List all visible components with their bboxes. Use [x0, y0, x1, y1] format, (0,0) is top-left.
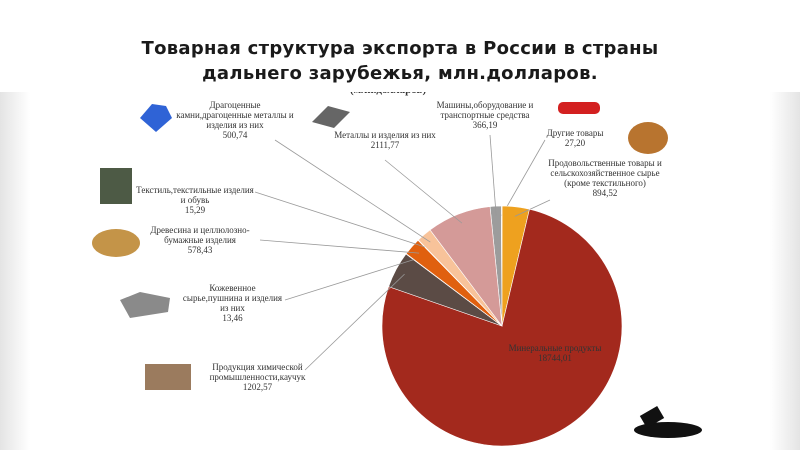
textile-icon [100, 168, 132, 204]
leader-line [489, 134, 497, 216]
leather-icon [120, 292, 170, 318]
slice-label: Машины,оборудование и транспортные средс… [436, 100, 534, 120]
chart-title: Товарная структура экспорта в России в с… [141, 38, 659, 84]
pie-slice [429, 206, 503, 328]
value-label: 27,20 [564, 138, 586, 148]
slice-label: Минеральные продукты [508, 343, 602, 353]
value-label: 15,29 [184, 205, 206, 215]
gem-icon [140, 104, 172, 132]
oil-barrel-icon [639, 405, 665, 429]
value-label: 18744,01 [538, 353, 572, 363]
oil-icon [634, 422, 702, 438]
value-label: 1202,57 [242, 382, 273, 392]
burger-icon [628, 122, 668, 154]
leader-line [284, 259, 414, 301]
value-label: 2111,77 [370, 140, 400, 150]
wood-icon [92, 229, 140, 257]
icons [92, 102, 702, 438]
slice-label: Продукция химической промышленности,кауч… [209, 362, 306, 382]
leader-line [501, 139, 546, 216]
chem-icon [145, 364, 191, 390]
leader-line [514, 199, 551, 217]
pie-slice [381, 208, 623, 447]
slice-label: Древесина и целлюлозно-бумажные изделия [150, 225, 250, 245]
value-label: 578,43 [187, 245, 213, 255]
value-label: 500,74 [222, 130, 248, 140]
slice-label: Кожевенное сырье,пушнина и изделия из ни… [182, 283, 283, 313]
car-icon [558, 102, 600, 114]
value-label: 894,52 [592, 188, 618, 198]
value-label: 366,19 [472, 120, 498, 130]
metal-icon [312, 106, 350, 128]
leader-line [304, 273, 405, 371]
leader-line [259, 239, 420, 254]
slice-label: Другие товары [546, 128, 604, 138]
slice-label: Продовольственные товары и сельскохозяйс… [548, 158, 662, 188]
title-band: Товарная структура экспорта в России в с… [0, 0, 800, 92]
slice-label: Металлы и изделия из них [334, 130, 436, 140]
leader-line [274, 139, 431, 243]
slice-label: Текстиль,текстильные изделия и обувь [136, 185, 254, 205]
slice-label: Драгоценные камни,драгоценные металлы и … [176, 100, 294, 130]
leader-line [384, 159, 463, 224]
leader-line [254, 191, 426, 248]
value-label: 13,46 [222, 313, 243, 323]
